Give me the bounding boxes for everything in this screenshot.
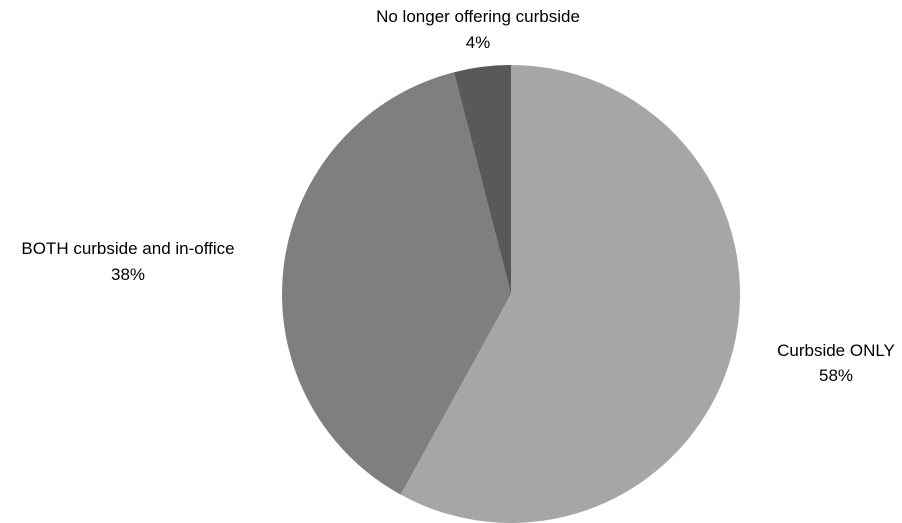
slice-label-no-longer-value: 4% (466, 33, 491, 52)
slice-label-both-name: BOTH curbside and in-office (21, 239, 234, 258)
pie-slice-no-longer (454, 65, 511, 294)
slice-label-curbside-only-name: Curbside ONLY (777, 341, 895, 360)
pie-slice-curbside-only (400, 65, 741, 523)
pie-slices (282, 65, 741, 523)
slice-label-no-longer-name: No longer offering curbside (376, 7, 580, 26)
pie-slice-both (282, 72, 511, 495)
pie-labels: Curbside ONLY 58% BOTH curbside and in-off… (21, 7, 895, 385)
slice-label-both-value: 38% (111, 265, 145, 284)
slice-label-curbside-only-value: 58% (819, 366, 853, 385)
